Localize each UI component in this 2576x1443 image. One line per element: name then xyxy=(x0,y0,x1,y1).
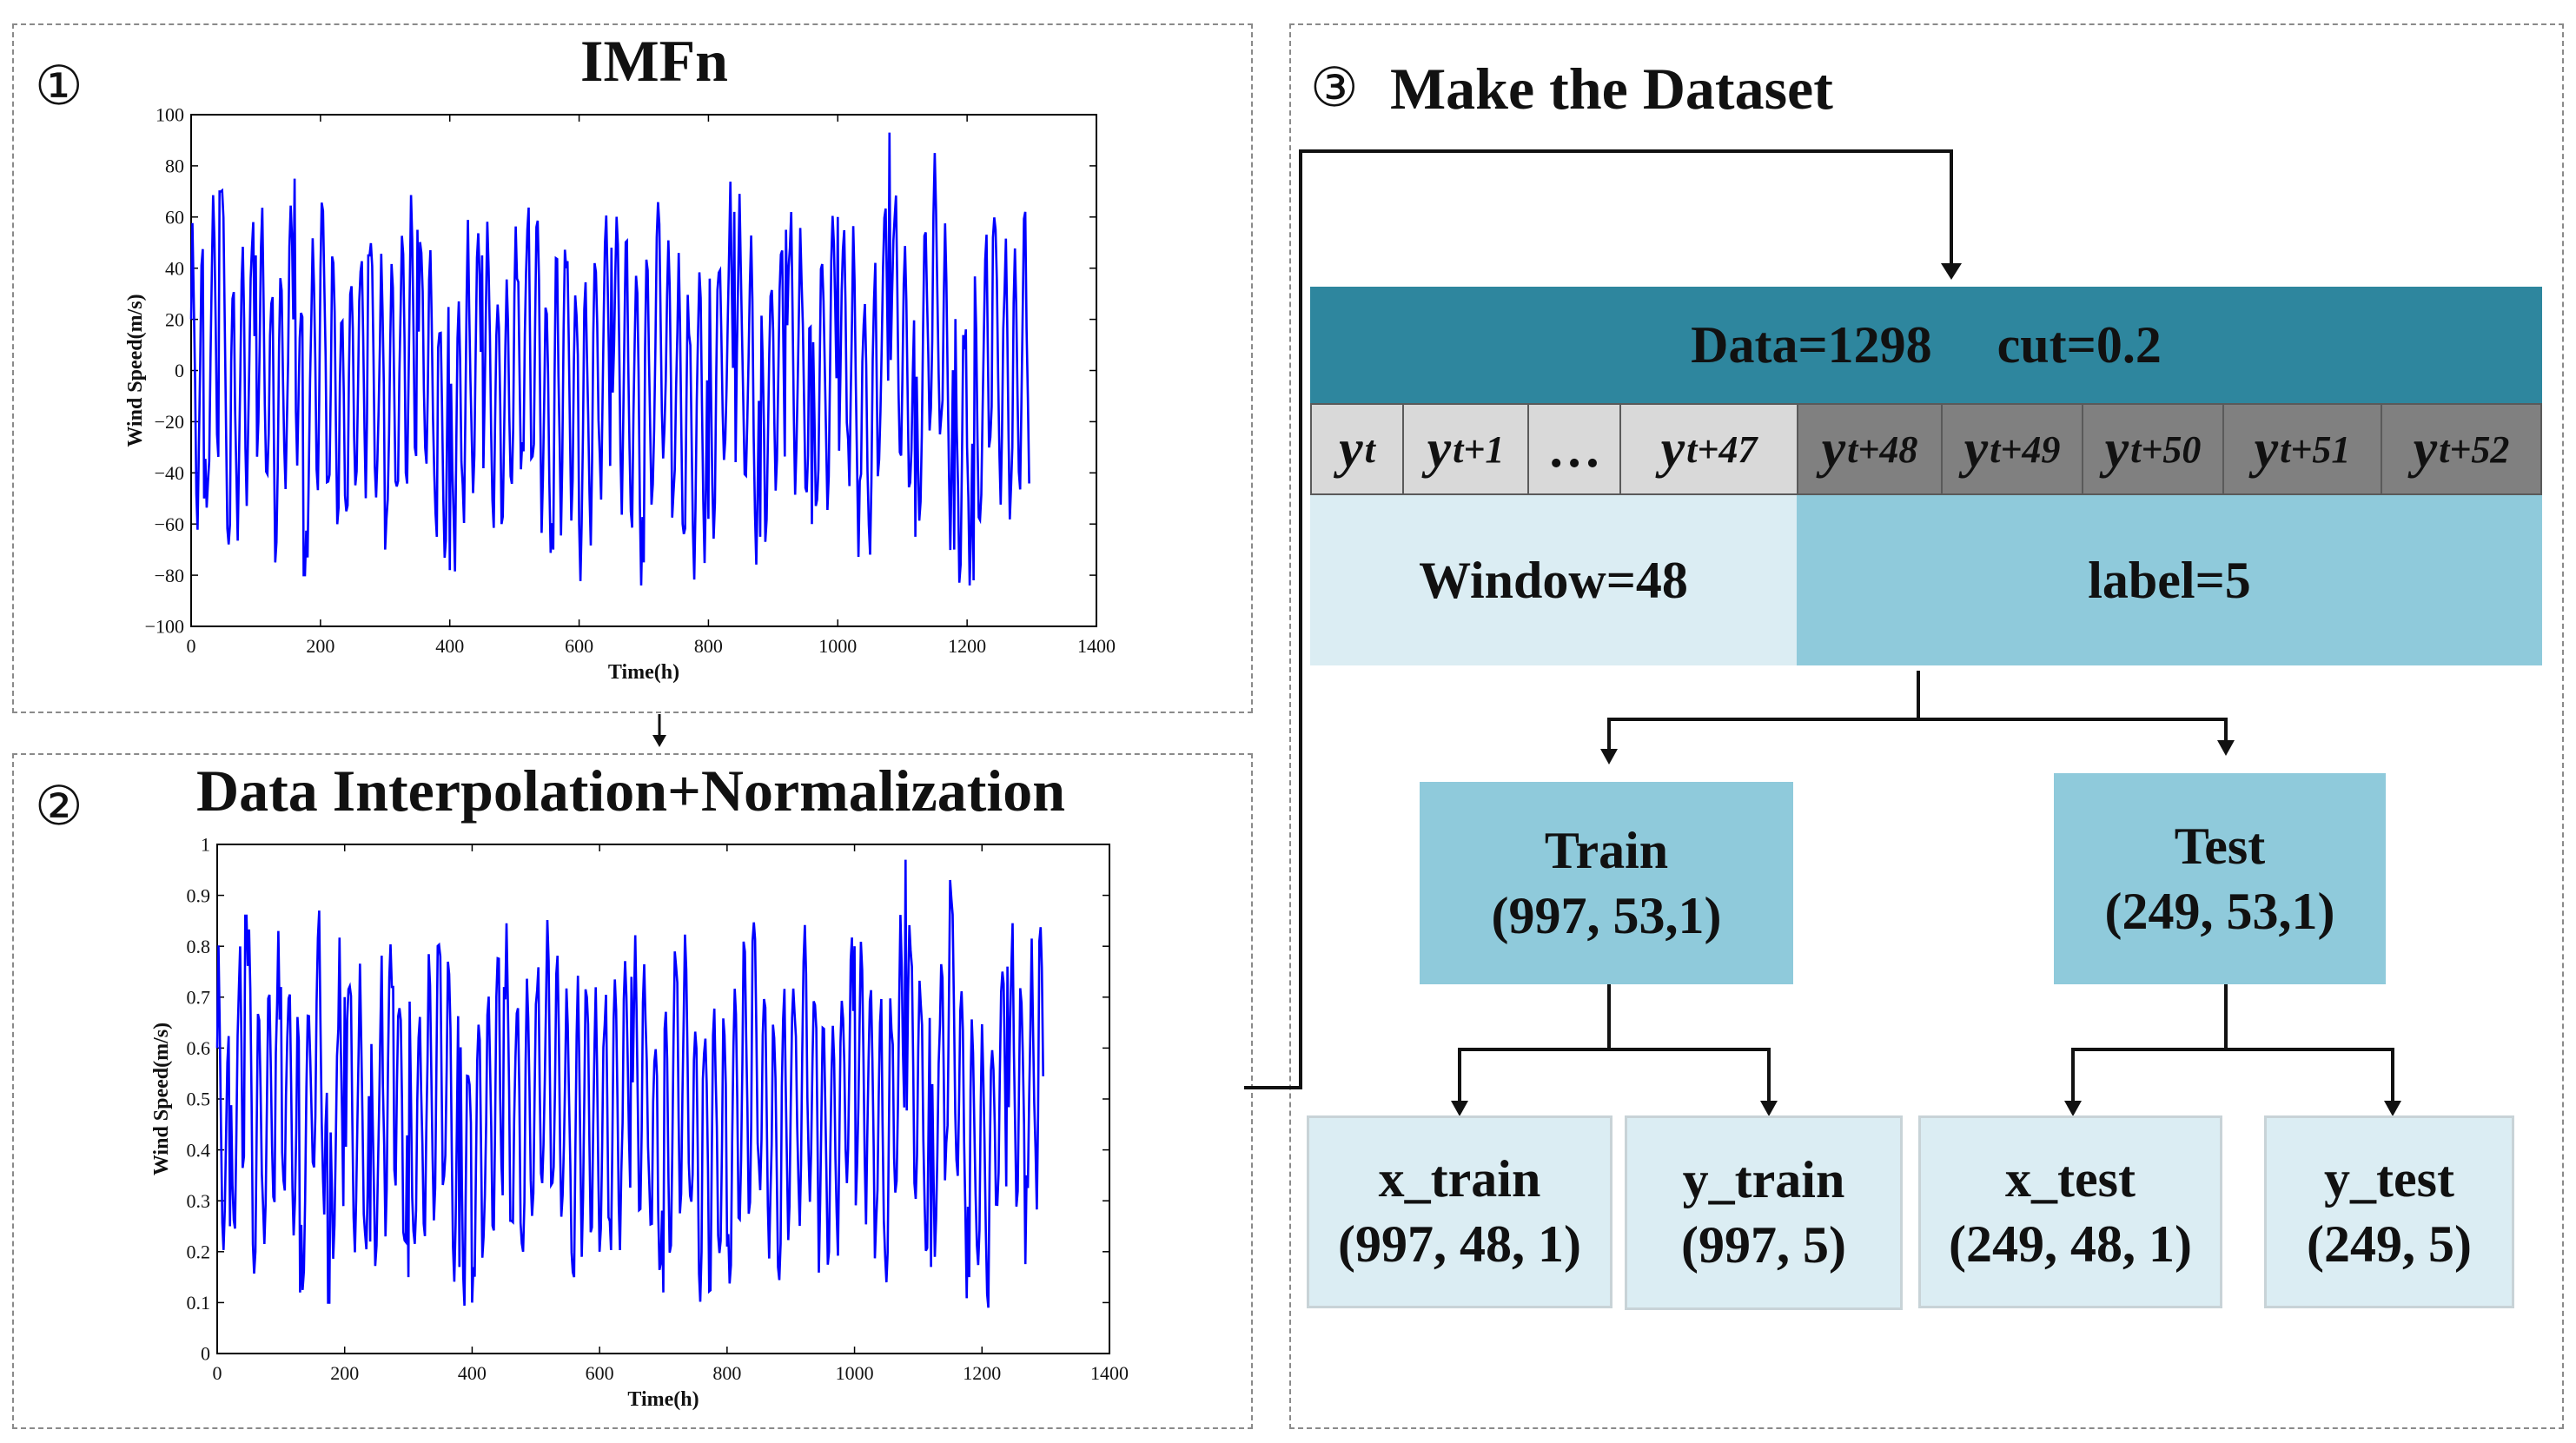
sequence-label-cell: y t+49 xyxy=(1941,403,2083,495)
data-header-bar: Data=1298 cut=0.2 xyxy=(1310,287,2542,403)
y-tick-label: 0.5 xyxy=(187,1089,211,1110)
panel-1-to-2-arrow xyxy=(652,714,672,762)
test-branch-line xyxy=(2071,984,2228,1103)
sequence-label-cell: y t+51 xyxy=(2222,403,2382,495)
y-tick-label: −40 xyxy=(155,462,184,484)
split-branch-line xyxy=(1607,671,1920,751)
x-tick-label: 800 xyxy=(694,635,723,657)
normalization-title: Data Interpolation+Normalization xyxy=(196,758,1066,824)
y-tick-label: 0.8 xyxy=(187,936,211,957)
x-tick-label: 1400 xyxy=(1077,635,1116,657)
y-test-box: y_test (249, 5) xyxy=(2264,1115,2514,1308)
y-train-shape: (997, 5) xyxy=(1681,1216,1846,1274)
x-test-box: x_test (249, 48, 1) xyxy=(1918,1115,2222,1308)
x-tick-label: 600 xyxy=(586,1362,614,1384)
train-shape: (997, 53,1) xyxy=(1491,886,1722,944)
y-test-shape: (249, 5) xyxy=(2307,1215,2472,1273)
normalization-panel xyxy=(12,753,1253,1429)
y-tick-label: 80 xyxy=(165,156,184,177)
y-tick-label: −20 xyxy=(155,411,184,433)
x-axis-label: Time(h) xyxy=(608,661,679,684)
y-tick-label: 0.3 xyxy=(187,1190,211,1212)
y-test-name: y_test xyxy=(2324,1150,2454,1208)
x-axis-label: Time(h) xyxy=(627,1388,699,1411)
sequence-ellipsis-cell: … xyxy=(1527,403,1621,495)
y-tick-label: 0 xyxy=(175,360,184,381)
x-tick-label: 0 xyxy=(213,1362,222,1384)
split-branch-line-right xyxy=(1918,718,2228,743)
sequence-cell: y t+47 xyxy=(1619,403,1798,495)
test-box: Test (249, 53,1) xyxy=(2054,773,2386,984)
y-axis-label: Wind Speed(m/s) xyxy=(124,294,147,447)
sequence-label-cell: y t+48 xyxy=(1797,403,1943,495)
x-tick-label: 600 xyxy=(565,635,593,657)
imf-panel xyxy=(12,23,1253,713)
x-tick-label: 400 xyxy=(435,635,464,657)
y-tick-label: 0.2 xyxy=(187,1241,211,1263)
dataset-panel xyxy=(1289,23,2564,1429)
dataset-feed-arrowhead xyxy=(1941,263,1962,280)
test-shape: (249, 53,1) xyxy=(2104,882,2335,940)
x-train-shape: (997, 48, 1) xyxy=(1338,1215,1581,1273)
y-tick-label: 0.7 xyxy=(187,987,211,1009)
sequence-cell: y t+1 xyxy=(1402,403,1529,495)
y-tick-label: 0.4 xyxy=(187,1139,211,1161)
x-test-shape: (249, 48, 1) xyxy=(1949,1215,2192,1273)
x-tick-label: 1000 xyxy=(836,1362,874,1384)
x-tick-label: 200 xyxy=(330,1362,359,1384)
y-tick-label: 0.9 xyxy=(187,884,211,906)
series-line xyxy=(215,859,1044,1308)
y-tick-label: 20 xyxy=(165,308,184,330)
imf-title: IMFn xyxy=(580,28,728,94)
y-tick-label: 0.1 xyxy=(187,1292,211,1314)
y-tick-label: 60 xyxy=(165,207,184,228)
x-train-name: x_train xyxy=(1378,1150,1541,1208)
x-tick-label: 1200 xyxy=(948,635,986,657)
train-name: Train xyxy=(1544,821,1669,879)
test-name: Test xyxy=(2174,817,2266,875)
y-tick-label: −100 xyxy=(145,616,184,638)
series-line xyxy=(189,132,1030,586)
step-1-marker: ① xyxy=(35,54,83,117)
y-tick-label: 100 xyxy=(156,104,184,126)
x-tick-label: 200 xyxy=(306,635,334,657)
step-2-marker: ② xyxy=(35,774,83,837)
x-test-name: x_test xyxy=(2005,1150,2136,1208)
train-branch-line xyxy=(1458,984,1611,1103)
dataset-title: Make the Dataset xyxy=(1390,56,1833,122)
x-tick-label: 1400 xyxy=(1090,1362,1129,1384)
train-box: Train (997, 53,1) xyxy=(1420,782,1793,984)
y-tick-label: −60 xyxy=(155,513,184,535)
y-train-name: y_train xyxy=(1682,1151,1845,1208)
x-tick-label: 0 xyxy=(187,635,196,657)
x-tick-label: 800 xyxy=(712,1362,741,1384)
x-tick-label: 1000 xyxy=(818,635,857,657)
y-tick-label: −80 xyxy=(155,565,184,586)
y-tick-label: 0 xyxy=(201,1343,210,1365)
sequence-label-cell: y t+50 xyxy=(2082,403,2224,495)
y-tick-label: 0.6 xyxy=(187,1037,211,1059)
step-3-marker: ③ xyxy=(1310,56,1359,119)
window-box: Window=48 xyxy=(1310,495,1797,665)
x-tick-label: 1200 xyxy=(963,1362,1001,1384)
y-train-box: y_train (997, 5) xyxy=(1625,1115,1903,1310)
label-box: label=5 xyxy=(1797,495,2542,665)
x-tick-label: 400 xyxy=(458,1362,487,1384)
y-axis-label: Wind Speed(m/s) xyxy=(150,1023,173,1175)
x-train-box: x_train (997, 48, 1) xyxy=(1307,1115,1612,1308)
y-tick-label: 40 xyxy=(165,257,184,279)
y-tick-label: 1 xyxy=(201,834,210,856)
sequence-label-cell: y t+52 xyxy=(2381,403,2542,495)
dataset-feed-line xyxy=(1244,149,1953,1089)
